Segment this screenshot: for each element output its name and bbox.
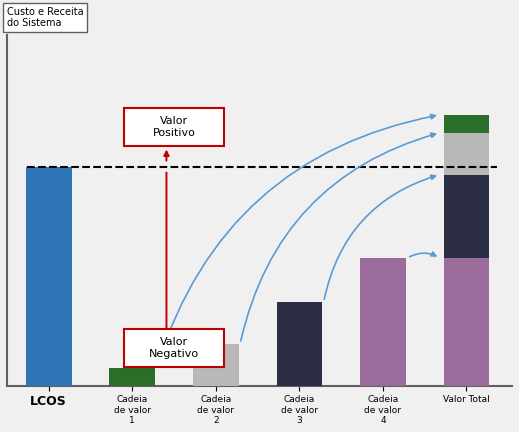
Bar: [193, 344, 239, 385]
Bar: [360, 258, 406, 385]
Bar: [277, 302, 322, 385]
Text: Custo e Receita
do Sistema: Custo e Receita do Sistema: [7, 6, 84, 28]
Bar: [26, 167, 72, 385]
Text: Valor
Positivo: Valor Positivo: [153, 116, 196, 138]
FancyBboxPatch shape: [124, 329, 224, 367]
Bar: [444, 133, 489, 175]
FancyBboxPatch shape: [124, 108, 224, 146]
Bar: [444, 258, 489, 385]
Bar: [444, 115, 489, 133]
Bar: [444, 175, 489, 258]
Bar: [110, 368, 155, 385]
Text: Valor
Negativo: Valor Negativo: [149, 337, 199, 359]
